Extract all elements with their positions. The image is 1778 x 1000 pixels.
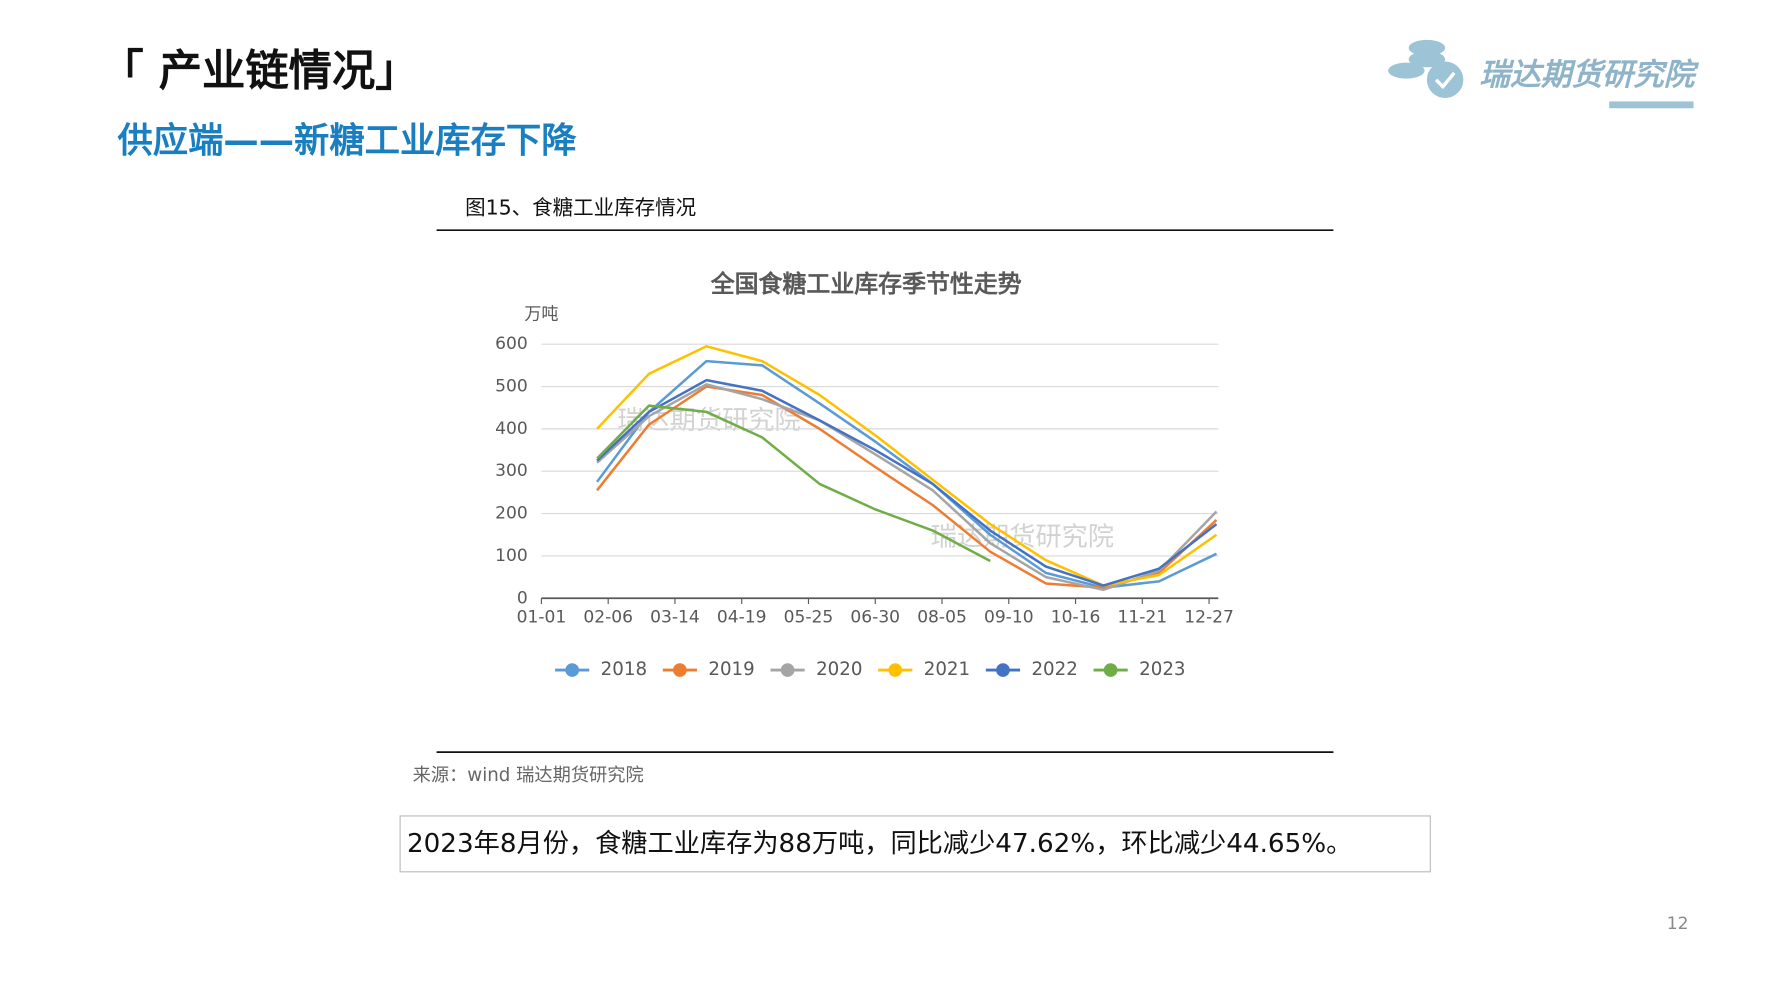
x-tick-label: 03-14 — [650, 608, 700, 628]
logo-text: 瑞达期货研究院 — [1479, 57, 1700, 93]
figure-caption: 图15、食糖工业库存情况 — [465, 196, 696, 220]
y-tick-label: 0 — [517, 588, 528, 608]
legend-label: 2020 — [816, 659, 862, 680]
legend-label: 2018 — [601, 659, 647, 680]
legend-marker — [780, 663, 795, 677]
series-line — [596, 404, 991, 563]
series-line — [596, 378, 1218, 587]
note-box — [399, 815, 1431, 873]
legend-marker — [565, 663, 580, 677]
x-tick-label: 12-27 — [1184, 608, 1234, 628]
x-tick-label: 01-01 — [517, 608, 567, 628]
legend-label: 2019 — [708, 659, 754, 680]
figure-source: 来源：wind 瑞达期货研究院 — [413, 765, 644, 786]
slide-subtitle: 供应端——新糖工业库存下降 — [117, 120, 577, 161]
legend-marker — [888, 663, 903, 677]
legend-marker — [1103, 663, 1118, 677]
y-tick-label: 300 — [495, 461, 528, 481]
page-number: 12 — [1667, 914, 1689, 934]
legend-label: 2023 — [1139, 659, 1185, 680]
logo-coin — [1426, 61, 1464, 99]
x-tick-label: 09-10 — [984, 608, 1034, 628]
note-text: 2023年8月份，食糖工业库存为88万吨，同比减少47.62%，环比减少44.6… — [407, 829, 1352, 859]
y-tick-label: 500 — [495, 377, 528, 397]
x-tick-label: 04-19 — [717, 608, 767, 628]
chart-title: 全国食糖工业库存季节性走势 — [710, 270, 1022, 298]
legend-label: 2021 — [924, 659, 970, 680]
logo-bar — [1609, 101, 1694, 109]
legend-marker — [996, 663, 1010, 677]
y-tick-label: 100 — [495, 546, 528, 566]
logo-coin — [1388, 62, 1425, 79]
x-tick-label: 02-06 — [583, 608, 633, 628]
legend-label: 2022 — [1031, 659, 1077, 680]
slide-title: 「 产业链情况」 — [100, 47, 418, 97]
series-line — [596, 383, 1218, 592]
y-axis-label: 万吨 — [524, 305, 558, 325]
watermark: 瑞达期货研究院 — [617, 406, 800, 436]
x-tick-label: 08-05 — [917, 608, 967, 628]
x-tick-label: 10-16 — [1051, 608, 1101, 628]
x-tick-label: 06-30 — [850, 608, 900, 628]
x-tick-label: 11-21 — [1117, 608, 1167, 628]
logo-coin — [1408, 39, 1446, 56]
legend-marker — [673, 663, 687, 677]
logo-coin — [1408, 51, 1446, 68]
y-tick-label: 600 — [495, 334, 528, 354]
x-tick-label: 05-25 — [784, 608, 834, 628]
y-tick-label: 200 — [495, 504, 528, 524]
y-tick-label: 400 — [495, 419, 528, 439]
chart: 全国食糖工业库存季节性走势 万吨 瑞达期货研究院 瑞达期货研究院 0100200… — [495, 270, 1234, 680]
logo: 瑞达期货研究院 — [1388, 39, 1700, 109]
logo-check — [1434, 71, 1456, 90]
series-line — [596, 385, 1218, 589]
